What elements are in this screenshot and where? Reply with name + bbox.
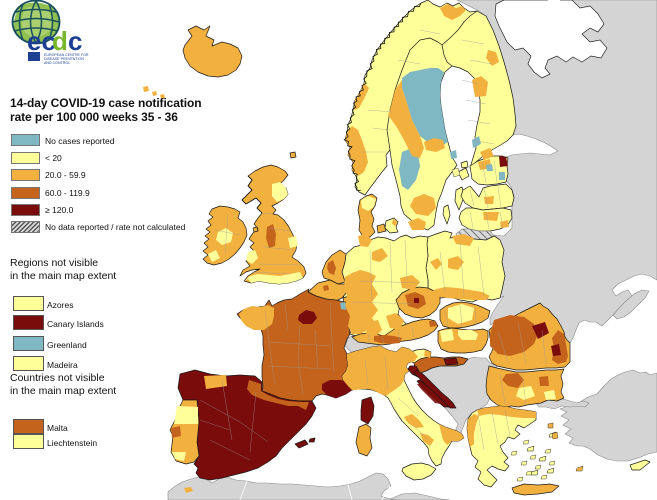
svg-text:DISEASE PREVENTION: DISEASE PREVENTION xyxy=(44,57,84,61)
svg-text:AND CONTROL: AND CONTROL xyxy=(44,61,70,65)
svg-text:d: d xyxy=(52,26,68,56)
svg-text:ec: ec xyxy=(27,26,56,56)
svg-text:EUROPEAN CENTRE FOR: EUROPEAN CENTRE FOR xyxy=(44,53,89,57)
svg-text:c: c xyxy=(68,26,82,56)
